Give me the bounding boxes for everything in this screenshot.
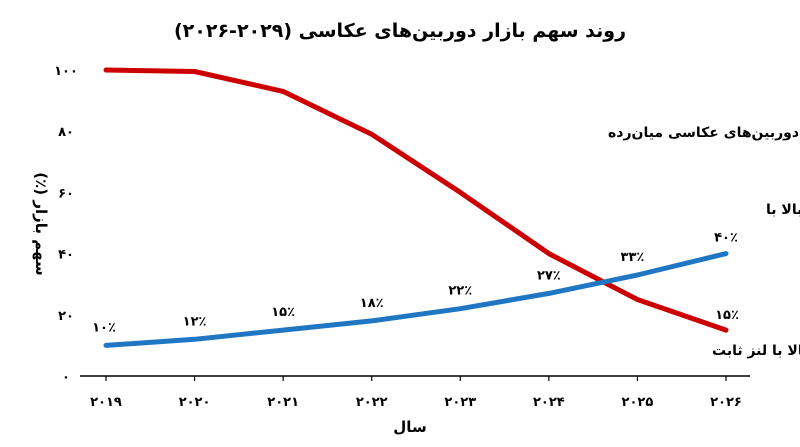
x-tick-label: ۲۰۲۰ bbox=[179, 395, 211, 410]
y-tick-label: ۶۰ bbox=[58, 186, 74, 201]
data-label-compact-point: ۱۰٪ bbox=[92, 320, 116, 335]
y-tick-label: ۲۰ bbox=[58, 309, 74, 324]
chart-title: روند سهم بازار دوربین‌های عکاسی (۲۰۲۹-۲۰… bbox=[174, 20, 626, 42]
data-label-compact-point: ۴۰٪ bbox=[714, 231, 738, 246]
series-line-mid-range-cameras bbox=[103, 67, 729, 333]
y-axis-ticks: ۰ ۲۰ ۴۰ ۶۰ ۸۰ ۱۰۰ bbox=[54, 64, 78, 385]
series-label-mid-range-cameras: دوربین‌های عکاسی میان‌رده bbox=[608, 125, 799, 141]
y-tick-label: ۰ bbox=[62, 370, 70, 385]
x-tick-label: ۲۰۲۱ bbox=[267, 395, 299, 410]
x-axis-ticks: ۲۰۱۹ ۲۰۲۰ ۲۰۲۱ ۲۰۲۲ ۲۰۲۳ ۲۰۲۴ ۲۰۲۵ ۲۰۲۶ bbox=[90, 376, 742, 410]
data-label-compact-point: ۲۲٪ bbox=[448, 284, 472, 299]
x-tick-label: ۲۰۲۲ bbox=[356, 395, 388, 410]
data-label-compact-point: ۳۳٪ bbox=[621, 250, 645, 265]
data-label-compact-point: ۱۵٪ bbox=[271, 305, 295, 320]
data-labels: ۱۰٪ ۱۲٪ ۱۵٪ ۱۸٪ ۲۲٪ ۲۷٪ ۳۳٪ ۴۰٪ bbox=[92, 231, 738, 336]
y-tick-label: ۸۰ bbox=[58, 125, 74, 140]
x-axis-label: سال bbox=[393, 418, 426, 436]
x-tick-label: ۲۰۲۳ bbox=[444, 395, 476, 410]
data-label-compact-point: ۱۸٪ bbox=[360, 296, 384, 311]
data-label-compact-point: ۱۲٪ bbox=[183, 314, 207, 329]
x-tick-label: ۲۰۱۹ bbox=[90, 395, 122, 410]
x-tick-label: ۲۰۲۴ bbox=[533, 395, 565, 410]
data-label-compact-point: ۲۷٪ bbox=[537, 268, 561, 283]
x-tick-label: ۲۰۲۵ bbox=[622, 395, 654, 410]
y-tick-label: ۴۰ bbox=[58, 248, 74, 263]
data-label-mid-range-2026: ۱۵٪ bbox=[715, 308, 739, 323]
y-tick-label: ۱۰۰ bbox=[54, 64, 78, 79]
series-line-compact-cameras bbox=[103, 251, 729, 348]
y-axis-label: سهم بازار (٪) bbox=[32, 172, 50, 275]
x-tick-label: ۲۰۲۶ bbox=[710, 395, 742, 410]
